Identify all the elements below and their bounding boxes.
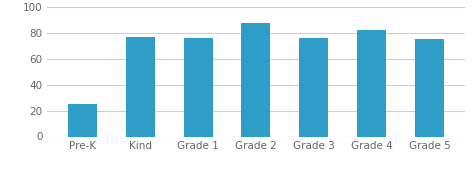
Bar [183, 38, 212, 136]
Bar [68, 104, 97, 136]
Bar [415, 39, 444, 136]
Bar [241, 23, 271, 136]
Bar [300, 38, 328, 136]
Bar [126, 37, 155, 136]
Bar [357, 30, 386, 136]
